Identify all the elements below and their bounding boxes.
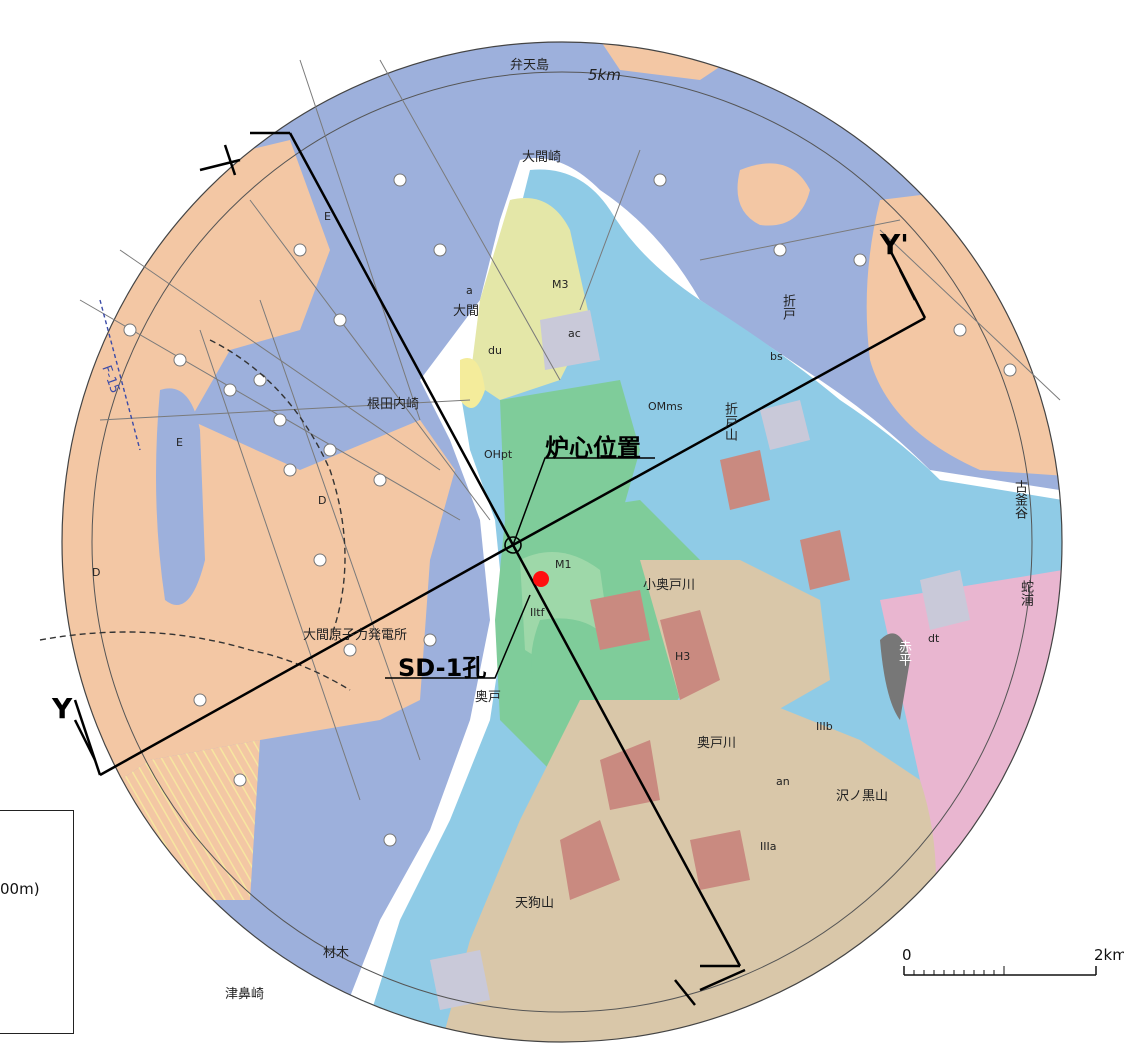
sea-lobe-e	[156, 388, 205, 605]
unit-label-h3: H3	[675, 650, 691, 663]
scale-end-label: 2km	[1094, 946, 1124, 964]
unit-label-d-west: D	[92, 566, 101, 579]
section-arrows	[73, 144, 917, 1006]
label-kokamaya: 古釜谷	[1012, 480, 1027, 519]
unit-label-e: E	[324, 210, 331, 223]
unit-label-omms: OMms	[648, 400, 683, 413]
range-circle-5km	[91, 71, 1033, 1013]
label-plant: 大間原子力発電所	[303, 628, 408, 643]
unit-m1-okuto	[531, 618, 620, 712]
scale-bar-graphic	[903, 966, 1097, 976]
terrace-d-ne-small	[737, 163, 810, 226]
unit-label-iltf: Iltf	[530, 606, 545, 619]
unit-label-m1: M1	[555, 558, 572, 571]
fault-dashed-1	[209, 339, 346, 641]
core-leader	[512, 457, 655, 546]
unit-label-ohpt: OHpt	[484, 448, 513, 461]
callout-leaders	[385, 457, 655, 679]
unit-label-an: an	[776, 775, 790, 788]
label-tsuhanazaki: 津鼻崎	[225, 987, 265, 1002]
unit-label-a: a	[466, 284, 473, 297]
unit-m1-north	[500, 380, 640, 540]
legend-partial-text: 00m)	[0, 880, 40, 898]
arrow-y-end	[898, 269, 917, 301]
section-letter-y-end: Y'	[880, 228, 909, 261]
label-radius: 5km	[588, 66, 621, 84]
label-zaimoku: 材木	[323, 946, 350, 961]
unit-label-e-west: E	[176, 436, 183, 449]
unit-label-ac: ac	[568, 327, 581, 340]
label-okuto: 奥戸	[475, 690, 502, 705]
label-oritoyama: 折戸山	[722, 402, 737, 441]
fault-f15	[99, 299, 141, 451]
borehole-marker	[533, 571, 549, 587]
unit-h3-patches	[560, 450, 850, 900]
label-jaura: 蛇浦	[1018, 580, 1033, 606]
label-tengu: 天狗山	[515, 896, 555, 911]
borehole-label: SD-1孔	[398, 654, 487, 682]
label-orito: 折戸	[780, 294, 795, 320]
unit-label-bs: bs	[770, 350, 783, 363]
label-nedanai: 根田内崎	[367, 397, 420, 412]
label-akadai: 赤平	[896, 640, 911, 666]
scale-start-label: 0	[902, 946, 912, 964]
range-circle-outer	[61, 41, 1063, 1043]
survey-lines	[79, 59, 1061, 801]
core-marker	[504, 536, 522, 554]
label-okutogawa: 奥戸川	[697, 736, 737, 751]
unit-dark	[880, 633, 910, 720]
unit-ac-patches	[430, 310, 970, 1010]
unit-label-d: D	[318, 494, 327, 507]
label-kookutogawa: 小奥戸川	[643, 578, 696, 593]
arrow-x-end	[674, 968, 746, 1006]
label-ooma: 大間	[453, 304, 480, 319]
unit-yellow	[460, 358, 485, 408]
unit-label-iiib: IIIb	[816, 720, 833, 733]
survey-points	[123, 173, 1017, 847]
label-oomazaki: 大間崎	[522, 150, 562, 165]
arrow-y-start	[73, 719, 97, 761]
unit-label-m3: M3	[552, 278, 569, 291]
unit-green-west	[8, 560, 30, 627]
legend-box	[0, 810, 74, 1034]
section-letter-y-start: Y	[52, 692, 73, 725]
core-position-label: 炉心位置	[545, 434, 641, 462]
unit-label-du: du	[488, 344, 502, 357]
arrow-x-start	[199, 144, 241, 176]
borehole-leader	[385, 594, 531, 679]
unit-label-iiia: IIIa	[760, 840, 777, 853]
scale-bar: 0 2km	[900, 940, 1124, 1000]
label-sawanokuro: 沢ノ黒山	[836, 789, 889, 804]
label-island: 弁天島	[510, 58, 550, 73]
unit-label-dt: dt	[928, 632, 940, 645]
